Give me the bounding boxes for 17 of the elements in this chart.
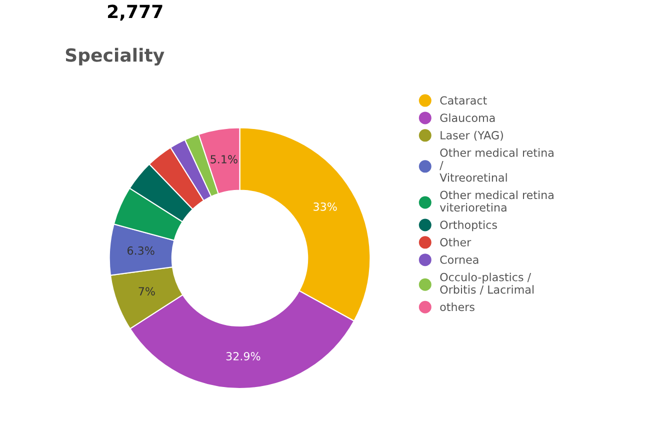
text: 2,777 <box>108 4 162 21</box>
legend-label: others <box>440 302 474 312</box>
data-label: 6.3% <box>127 246 154 255</box>
data-label: 32.9% <box>226 352 260 360</box>
data-label: 5.1% <box>210 155 238 164</box>
chart-title: Speciality <box>66 48 164 66</box>
legend-label: Laser (YAG) <box>440 130 503 141</box>
data-label: 33% <box>314 202 337 211</box>
legend-label: Other medical retina viterioretina <box>440 190 554 212</box>
legend-label: Glaucoma <box>440 113 495 122</box>
legend-label: Cataract <box>440 96 487 105</box>
legend-label: Orthoptics <box>440 220 497 232</box>
data-label: 7% <box>138 287 155 296</box>
legend-label: Cornea <box>440 255 478 264</box>
legend-label: Other medical retina / Vitreoretinal <box>440 148 554 182</box>
legend-label: Other <box>440 238 472 246</box>
legend-label: Occulo-plastics / Orbitis / Lacrimal <box>440 272 534 295</box>
